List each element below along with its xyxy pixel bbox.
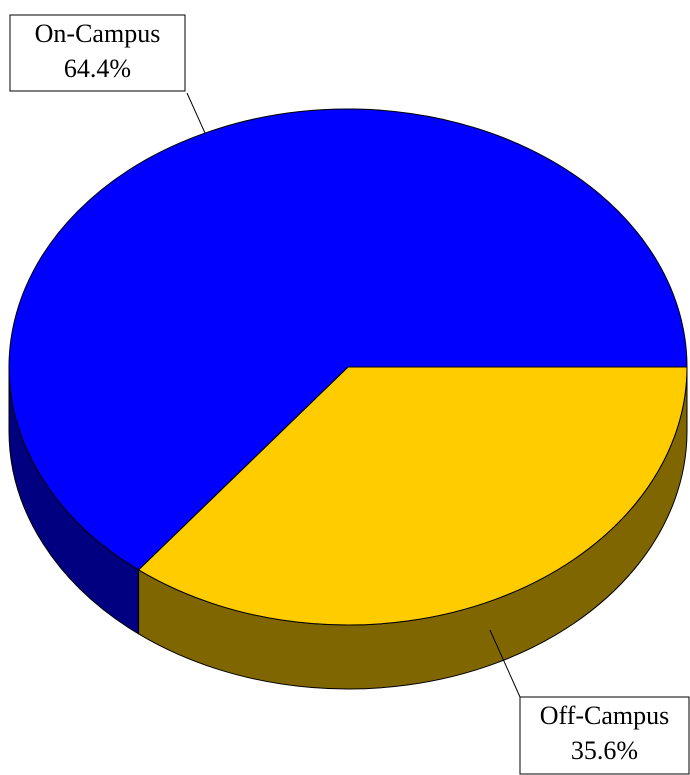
label-box (9, 14, 186, 92)
label-box (519, 696, 690, 775)
category-label: On-Campus (35, 19, 161, 48)
leader-line (489, 629, 521, 698)
value-label: 64.4% (64, 54, 131, 83)
pie-slice (8, 108, 688, 571)
leader-line (186, 92, 206, 134)
category-label: Off-Campus (540, 701, 670, 730)
value-label: 35.6% (571, 736, 638, 765)
pie-slice (137, 366, 688, 626)
